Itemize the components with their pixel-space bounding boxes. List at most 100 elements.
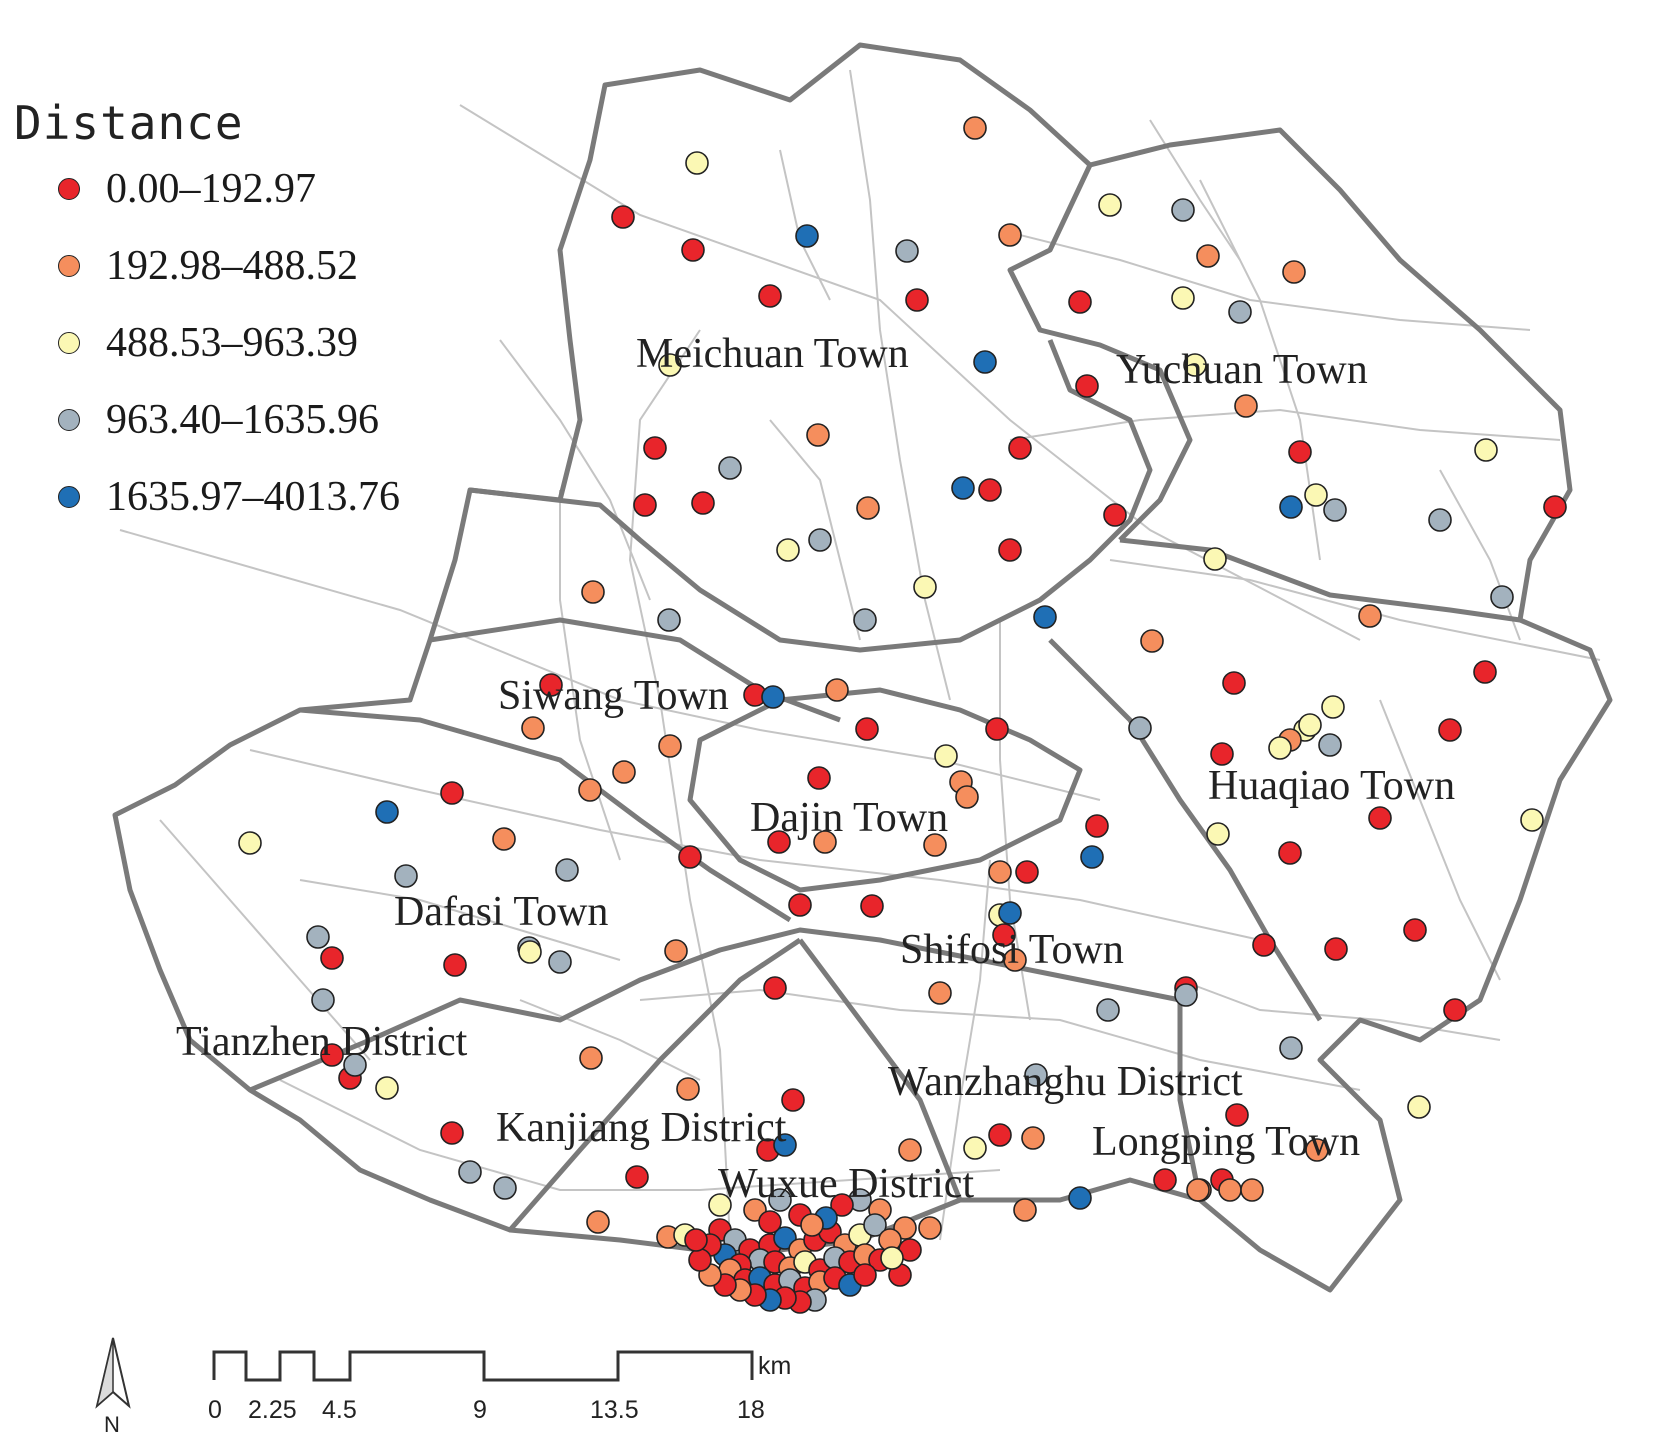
distance-point-class-2 — [1098, 193, 1122, 217]
legend-item-2: 488.53–963.39 — [14, 304, 400, 381]
distance-point-class-1 — [1140, 629, 1164, 653]
distance-point-class-2 — [963, 1136, 987, 1160]
distance-point-class-0 — [691, 491, 715, 515]
distance-point-class-1 — [800, 1213, 824, 1237]
distance-point-class-0 — [611, 205, 635, 229]
distance-point-class-0 — [643, 436, 667, 460]
distance-point-class-4 — [998, 901, 1022, 925]
distance-point-class-0 — [1278, 841, 1302, 865]
distance-point-class-1 — [1021, 1126, 1045, 1150]
road-line — [559, 490, 621, 861]
road-line — [159, 819, 371, 1061]
distance-point-class-0 — [1438, 718, 1462, 742]
distance-point-class-1 — [988, 860, 1012, 884]
distance-point-class-1 — [806, 423, 830, 447]
legend-title: Distance — [14, 96, 244, 150]
distance-point-class-0 — [1153, 1168, 1177, 1192]
distance-point-class-0 — [998, 538, 1022, 562]
road-line — [628, 329, 731, 1241]
distance-point-class-4 — [973, 350, 997, 374]
legend-label: 488.53–963.39 — [106, 319, 358, 366]
distance-point-class-3 — [863, 1213, 887, 1237]
legend-item-3: 963.40–1635.96 — [14, 381, 400, 458]
road-line — [999, 229, 1531, 331]
distance-point-class-3 — [1279, 1036, 1303, 1060]
north-label: N — [104, 1412, 120, 1437]
scale-tick: 9 — [473, 1396, 487, 1424]
distance-point-class-1 — [578, 778, 602, 802]
distance-point-class-1 — [813, 830, 837, 854]
distance-point-class-0 — [860, 894, 884, 918]
distance-point-class-0 — [1473, 660, 1497, 684]
distance-point-class-3 — [311, 988, 335, 1012]
distance-point-class-2 — [776, 538, 800, 562]
distance-point-class-0 — [1225, 1103, 1249, 1127]
distance-point-class-2 — [1304, 483, 1328, 507]
legend-swatch — [58, 485, 80, 508]
distance-point-class-3 — [458, 1160, 482, 1184]
legend-swatch — [58, 177, 80, 200]
distance-point-class-0 — [1543, 495, 1567, 519]
distance-point-class-1 — [928, 981, 952, 1005]
distance-point-class-0 — [853, 1263, 877, 1287]
distance-point-class-0 — [1443, 998, 1467, 1022]
distance-point-class-2 — [934, 744, 958, 768]
road-line — [519, 999, 701, 1081]
distance-point-class-1 — [955, 785, 979, 809]
distance-point-class-1 — [676, 1077, 700, 1101]
distance-point-class-4 — [761, 685, 785, 709]
distance-point-class-1 — [1305, 1138, 1329, 1162]
road-line — [1109, 559, 1601, 661]
legend-item-1: 192.98–488.52 — [14, 227, 400, 304]
distance-point-class-3 — [1323, 498, 1347, 522]
road-line — [849, 69, 951, 701]
distance-point-class-2 — [238, 831, 262, 855]
boundary-line — [687, 687, 1083, 893]
legend-swatch — [58, 331, 80, 354]
distance-point-class-2 — [658, 353, 682, 377]
road-line — [299, 879, 621, 961]
distance-point-class-2 — [375, 1076, 399, 1100]
distance-point-class-0 — [781, 1088, 805, 1112]
distance-point-class-3 — [657, 608, 681, 632]
distance-point-class-1 — [1013, 1198, 1037, 1222]
distance-point-class-1 — [1186, 1178, 1210, 1202]
distance-point-class-0 — [1403, 918, 1427, 942]
place-label-wanzhanghu: Wanzhanghu District — [888, 1059, 1243, 1105]
distance-point-class-4 — [1279, 495, 1303, 519]
road-line — [639, 988, 1361, 1091]
distance-point-class-2 — [1183, 353, 1207, 377]
distance-point-class-0 — [539, 673, 563, 697]
boundary-line — [1007, 163, 1193, 542]
distance-point-class-1 — [963, 116, 987, 140]
place-label-meichuan: Meichuan Town — [636, 331, 909, 377]
distance-point-class-3 — [1428, 508, 1452, 532]
legend-item-0: 0.00–192.97 — [14, 150, 400, 227]
place-label-dafasi: Dafasi Town — [394, 889, 609, 935]
distance-point-class-2 — [1268, 736, 1292, 760]
scale-unit: km — [758, 1352, 792, 1380]
scale-tick: 4.5 — [322, 1396, 357, 1424]
distance-point-class-3 — [1024, 1063, 1048, 1087]
distance-point-class-0 — [1210, 742, 1234, 766]
distance-point-class-0 — [807, 766, 831, 790]
distance-point-class-3 — [808, 528, 832, 552]
distance-point-class-3 — [895, 239, 919, 263]
distance-point-class-0 — [1008, 436, 1032, 460]
distance-point-class-0 — [985, 717, 1009, 741]
distance-point-class-1 — [898, 1138, 922, 1162]
road-line — [1179, 979, 1501, 1041]
distance-point-class-0 — [767, 830, 791, 854]
distance-point-class-4 — [773, 1133, 797, 1157]
distance-point-class-3 — [1174, 983, 1198, 1007]
legend-label: 192.98–488.52 — [106, 242, 358, 289]
distance-point-class-1 — [612, 760, 636, 784]
distance-point-class-3 — [1171, 198, 1195, 222]
distance-point-class-0 — [1324, 937, 1348, 961]
distance-point-class-0 — [678, 845, 702, 869]
distance-point-class-4 — [375, 800, 399, 824]
scale-bar — [212, 1350, 754, 1382]
distance-point-class-1 — [998, 223, 1022, 247]
distance-point-class-4 — [795, 224, 819, 248]
